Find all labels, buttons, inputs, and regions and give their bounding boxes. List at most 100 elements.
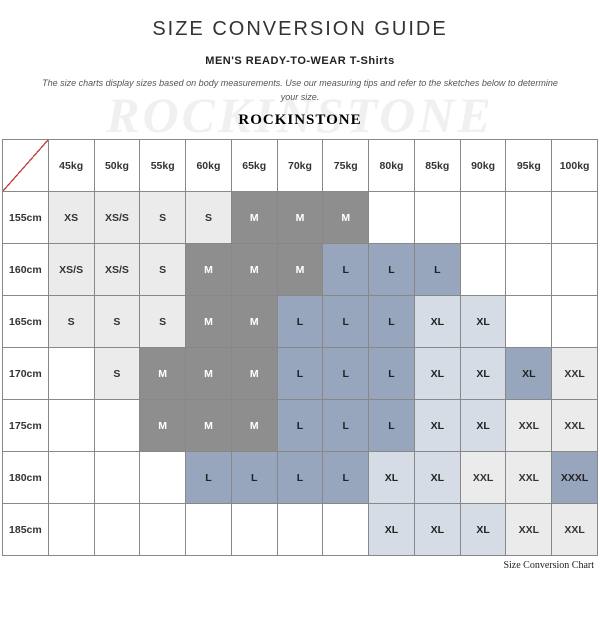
size-cell: S <box>94 348 140 400</box>
table-row: 160cmXS/SXS/SSMMMLLL <box>3 244 598 296</box>
weight-header: 100kg <box>552 140 598 192</box>
size-cell: XL <box>414 348 460 400</box>
size-cell: L <box>277 452 323 504</box>
size-cell: M <box>186 296 232 348</box>
height-header: 170cm <box>3 348 49 400</box>
size-cell <box>140 504 186 556</box>
size-cell: XS <box>48 192 94 244</box>
size-cell: M <box>186 244 232 296</box>
size-cell: XS/S <box>94 244 140 296</box>
size-cell: XL <box>414 504 460 556</box>
size-cell: M <box>140 400 186 452</box>
weight-header: 45kg <box>48 140 94 192</box>
size-cell: S <box>186 192 232 244</box>
size-cell: XXL <box>552 504 598 556</box>
table-body: 155cmXSXS/SSSMMM160cmXS/SXS/SSMMMLLL165c… <box>3 192 598 556</box>
height-header: 160cm <box>3 244 49 296</box>
weight-header: 70kg <box>277 140 323 192</box>
size-cell: L <box>323 296 369 348</box>
size-cell: XS/S <box>94 192 140 244</box>
size-cell: XS/S <box>48 244 94 296</box>
size-cell: L <box>369 400 415 452</box>
size-table-wrap: 45kg50kg55kg60kg65kg70kg75kg80kg85kg90kg… <box>0 139 600 556</box>
size-cell: M <box>277 244 323 296</box>
size-cell: S <box>94 296 140 348</box>
size-cell: M <box>231 244 277 296</box>
size-cell: S <box>48 296 94 348</box>
size-cell: XXL <box>506 504 552 556</box>
size-cell: S <box>140 244 186 296</box>
size-cell <box>48 504 94 556</box>
size-cell <box>506 244 552 296</box>
size-conversion-table: 45kg50kg55kg60kg65kg70kg75kg80kg85kg90kg… <box>2 139 598 556</box>
size-cell: XXL <box>552 400 598 452</box>
height-header: 175cm <box>3 400 49 452</box>
size-cell <box>94 400 140 452</box>
size-cell: L <box>323 452 369 504</box>
size-cell: XL <box>414 452 460 504</box>
table-row: 155cmXSXS/SSSMMM <box>3 192 598 244</box>
size-cell <box>94 504 140 556</box>
size-cell <box>460 192 506 244</box>
description-text: The size charts display sizes based on b… <box>0 77 600 104</box>
size-cell: M <box>231 348 277 400</box>
size-cell <box>231 504 277 556</box>
table-header-row: 45kg50kg55kg60kg65kg70kg75kg80kg85kg90kg… <box>3 140 598 192</box>
table-caption: Size Conversion Chart <box>0 560 600 571</box>
page-title: SIZE CONVERSION GUIDE <box>0 18 600 41</box>
table-row: 165cmSSSMMLLLXLXL <box>3 296 598 348</box>
size-cell: M <box>231 296 277 348</box>
subtitle-prefix: MEN'S READY-TO-WEAR <box>205 55 346 67</box>
corner-cell <box>3 140 49 192</box>
subtitle-product: T-Shirts <box>350 55 395 67</box>
size-cell: L <box>323 400 369 452</box>
size-cell <box>552 296 598 348</box>
size-cell <box>48 400 94 452</box>
size-cell <box>506 192 552 244</box>
table-row: 185cmXLXLXLXXLXXL <box>3 504 598 556</box>
size-cell: M <box>231 400 277 452</box>
weight-header: 75kg <box>323 140 369 192</box>
size-cell: L <box>369 296 415 348</box>
size-cell: L <box>186 452 232 504</box>
size-cell <box>94 452 140 504</box>
height-header: 180cm <box>3 452 49 504</box>
size-cell: L <box>277 348 323 400</box>
size-cell: XXL <box>552 348 598 400</box>
table-row: 175cmMMMLLLXLXLXXLXXL <box>3 400 598 452</box>
size-cell: L <box>277 296 323 348</box>
size-cell: L <box>277 400 323 452</box>
weight-header: 55kg <box>140 140 186 192</box>
size-cell: XL <box>460 504 506 556</box>
size-cell <box>186 504 232 556</box>
size-cell: L <box>414 244 460 296</box>
size-cell: L <box>369 244 415 296</box>
size-cell <box>48 452 94 504</box>
size-cell: L <box>231 452 277 504</box>
weight-header: 90kg <box>460 140 506 192</box>
size-cell <box>277 504 323 556</box>
size-cell: L <box>369 348 415 400</box>
size-cell: M <box>186 400 232 452</box>
brand-name: ROCKINSTONE <box>0 112 600 129</box>
table-row: 170cmSMMMLLLXLXLXLXXL <box>3 348 598 400</box>
size-cell: L <box>323 244 369 296</box>
size-cell: L <box>323 348 369 400</box>
size-cell: XXL <box>506 400 552 452</box>
size-cell: XL <box>414 296 460 348</box>
size-cell: M <box>140 348 186 400</box>
weight-header: 85kg <box>414 140 460 192</box>
size-cell: XL <box>460 400 506 452</box>
height-header: 165cm <box>3 296 49 348</box>
weight-header: 80kg <box>369 140 415 192</box>
size-cell: XL <box>460 348 506 400</box>
weight-header: 65kg <box>231 140 277 192</box>
size-cell <box>140 452 186 504</box>
size-cell: XL <box>369 504 415 556</box>
size-cell <box>323 504 369 556</box>
height-header: 185cm <box>3 504 49 556</box>
size-cell <box>48 348 94 400</box>
size-cell <box>369 192 415 244</box>
size-cell: XXXL <box>552 452 598 504</box>
size-cell: S <box>140 296 186 348</box>
